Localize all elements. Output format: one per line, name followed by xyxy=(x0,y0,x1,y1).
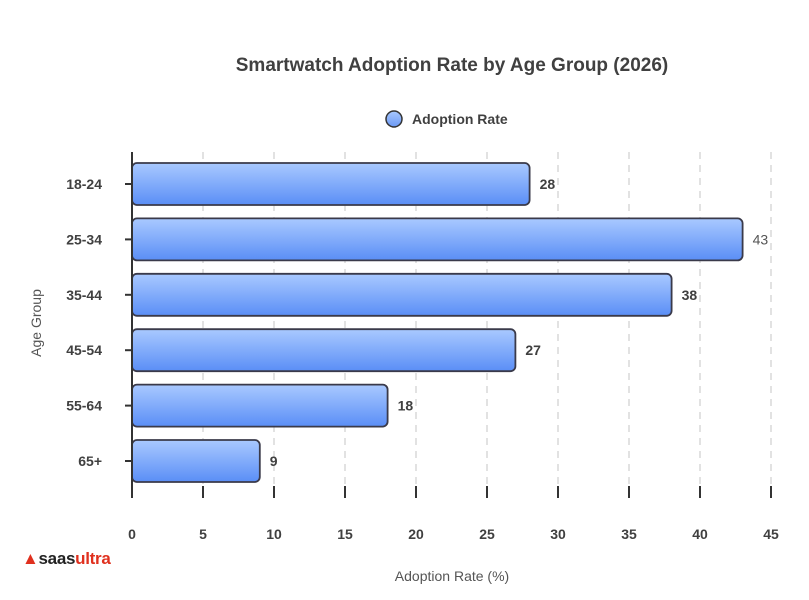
x-axis-title: Adoption Rate (%) xyxy=(395,568,509,584)
logo-text-ultra: ultra xyxy=(75,549,111,568)
bar-45-54 xyxy=(131,328,517,373)
x-tick-label-20: 20 xyxy=(408,526,424,542)
x-tick-label-10: 10 xyxy=(266,526,282,542)
y-tick-label-65+: 65+ xyxy=(78,453,102,469)
data-label-35-44: 38 xyxy=(682,287,698,303)
x-tick-label-25: 25 xyxy=(479,526,495,542)
data-label-55-64: 18 xyxy=(398,398,414,414)
x-tick-label-30: 30 xyxy=(550,526,566,542)
gridlines xyxy=(202,152,772,488)
bar-18-24 xyxy=(131,162,531,206)
bar-35-44 xyxy=(131,272,673,317)
y-tick-label-45-54: 45-54 xyxy=(66,342,102,358)
bar-55-64 xyxy=(131,383,389,428)
x-tick-labels: 0 5 10 15 20 25 30 35 40 45 xyxy=(128,526,779,542)
logo-mark-icon: ▲ xyxy=(22,549,39,568)
x-tick-label-35: 35 xyxy=(621,526,637,542)
data-label-25-34: 43 xyxy=(753,231,769,247)
bars: 28 43 38 27 18 9 xyxy=(131,162,769,483)
data-label-65+: 9 xyxy=(270,453,278,469)
x-tick-label-15: 15 xyxy=(337,526,353,542)
y-tick-labels: 18-24 25-34 35-44 45-54 55-64 65+ xyxy=(66,176,102,469)
bar-25-34 xyxy=(131,217,744,262)
x-tick-label-0: 0 xyxy=(128,526,136,542)
x-tick-label-5: 5 xyxy=(199,526,207,542)
y-tick-label-55-64: 55-64 xyxy=(66,398,102,414)
y-tick-label-35-44: 35-44 xyxy=(66,287,102,303)
legend: Adoption Rate xyxy=(385,110,508,128)
x-tick-label-45: 45 xyxy=(763,526,779,542)
y-tick-label-18-24: 18-24 xyxy=(66,176,102,192)
x-tick-label-40: 40 xyxy=(692,526,708,542)
legend-marker xyxy=(385,110,403,128)
y-tick-label-25-34: 25-34 xyxy=(66,231,102,247)
chart-title: Smartwatch Adoption Rate by Age Group (2… xyxy=(236,55,668,76)
bar-65+ xyxy=(131,439,261,483)
brand-logo: ▲saasultra xyxy=(22,549,111,569)
axes xyxy=(125,152,772,498)
logo-text-saas: saas xyxy=(38,549,76,568)
data-label-45-54: 27 xyxy=(525,342,541,358)
data-label-18-24: 28 xyxy=(540,176,556,192)
legend-label: Adoption Rate xyxy=(412,111,508,127)
y-axis-title: Age Group xyxy=(28,289,44,357)
